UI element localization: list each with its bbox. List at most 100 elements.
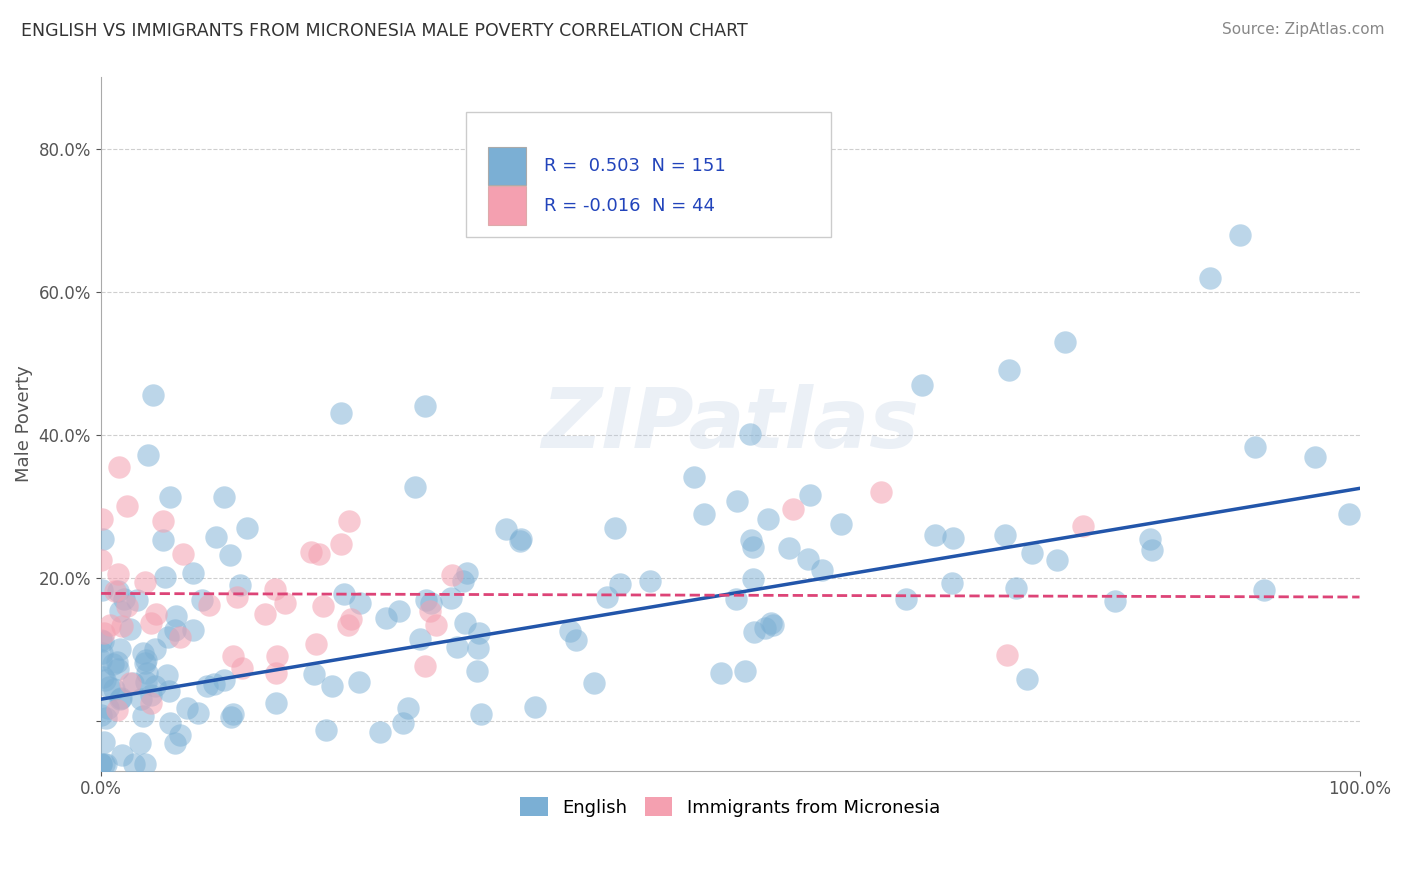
Point (1229, 227, 1251, 242)
Point (1253, 582, 1275, 597)
Point (103, 657, 125, 671)
Point (870, 485, 893, 500)
Point (274, 596, 297, 610)
Point (235, 520, 257, 534)
Point (264, 696, 287, 710)
Point (565, 632, 588, 647)
Point (108, 459, 131, 474)
Point (153, 569, 176, 583)
Point (198, 598, 221, 612)
Point (299, 544, 322, 558)
Point (725, 494, 748, 508)
Point (118, 675, 141, 690)
Point (90, 553, 112, 567)
Point (1199, 270, 1222, 285)
Point (107, 702, 129, 716)
FancyBboxPatch shape (465, 112, 831, 237)
Point (225, 590, 247, 604)
Point (141, 615, 163, 630)
FancyBboxPatch shape (488, 186, 526, 225)
Point (692, 508, 714, 522)
Point (204, 677, 226, 691)
Point (425, 617, 447, 632)
Point (125, 592, 148, 607)
Point (467, 626, 489, 640)
Point (129, 736, 152, 750)
Text: ENGLISH VS IMMIGRANTS FROM MICRONESIA MALE POVERTY CORRELATION CHART: ENGLISH VS IMMIGRANTS FROM MICRONESIA MA… (21, 22, 748, 40)
Point (330, 537, 353, 551)
Text: R =  0.503  N = 151: R = 0.503 N = 151 (544, 157, 725, 175)
Point (682, 469, 704, 483)
Point (420, 596, 443, 610)
Point (1071, 519, 1094, 533)
Point (413, 659, 436, 673)
Point (107, 663, 129, 677)
Point (139, 696, 162, 710)
Point (157, 684, 180, 698)
Point (93, 626, 115, 640)
Point (799, 488, 821, 502)
Text: Source: ZipAtlas.com: Source: ZipAtlas.com (1222, 22, 1385, 37)
Legend: English, Immigrants from Micronesia: English, Immigrants from Micronesia (513, 790, 948, 824)
Point (740, 426, 762, 441)
Point (495, 522, 517, 536)
Point (453, 574, 475, 589)
Point (134, 756, 156, 771)
Point (1339, 507, 1361, 521)
Point (90, 756, 112, 771)
Point (118, 622, 141, 636)
Point (228, 577, 250, 591)
Point (91, 670, 114, 684)
Point (454, 615, 477, 630)
Point (195, 679, 218, 693)
Point (90, 756, 112, 771)
Point (136, 448, 159, 462)
Point (941, 575, 963, 590)
Point (91, 512, 114, 526)
Point (811, 563, 834, 577)
Point (337, 514, 360, 528)
Point (163, 737, 186, 751)
Point (830, 516, 852, 531)
Point (165, 608, 187, 623)
Point (456, 566, 478, 581)
Point (93, 735, 115, 749)
Point (218, 548, 240, 562)
Point (90, 646, 112, 660)
Point (340, 612, 363, 626)
Point (110, 692, 132, 706)
Point (96, 710, 118, 724)
Point (924, 528, 946, 542)
Point (308, 547, 330, 561)
FancyBboxPatch shape (488, 146, 526, 185)
Point (734, 664, 756, 678)
Point (347, 675, 370, 690)
Point (132, 709, 155, 723)
Point (1046, 553, 1069, 567)
Point (122, 756, 145, 771)
Point (440, 591, 463, 606)
Point (219, 709, 242, 723)
Point (214, 673, 236, 687)
Text: R = -0.016  N = 44: R = -0.016 N = 44 (544, 196, 714, 215)
Point (638, 574, 661, 588)
Point (1015, 672, 1038, 686)
Point (312, 599, 335, 614)
Point (111, 619, 134, 633)
Point (263, 582, 285, 596)
Point (467, 640, 489, 655)
Point (108, 642, 131, 657)
Point (1005, 582, 1028, 596)
Point (724, 591, 747, 606)
Point (560, 624, 582, 638)
Point (98, 617, 121, 632)
Point (96, 756, 118, 771)
Point (1303, 450, 1326, 465)
Point (391, 716, 413, 731)
Point (782, 501, 804, 516)
Point (596, 591, 619, 605)
Point (221, 706, 243, 721)
Point (419, 604, 441, 618)
Point (441, 567, 464, 582)
Point (1021, 546, 1043, 560)
